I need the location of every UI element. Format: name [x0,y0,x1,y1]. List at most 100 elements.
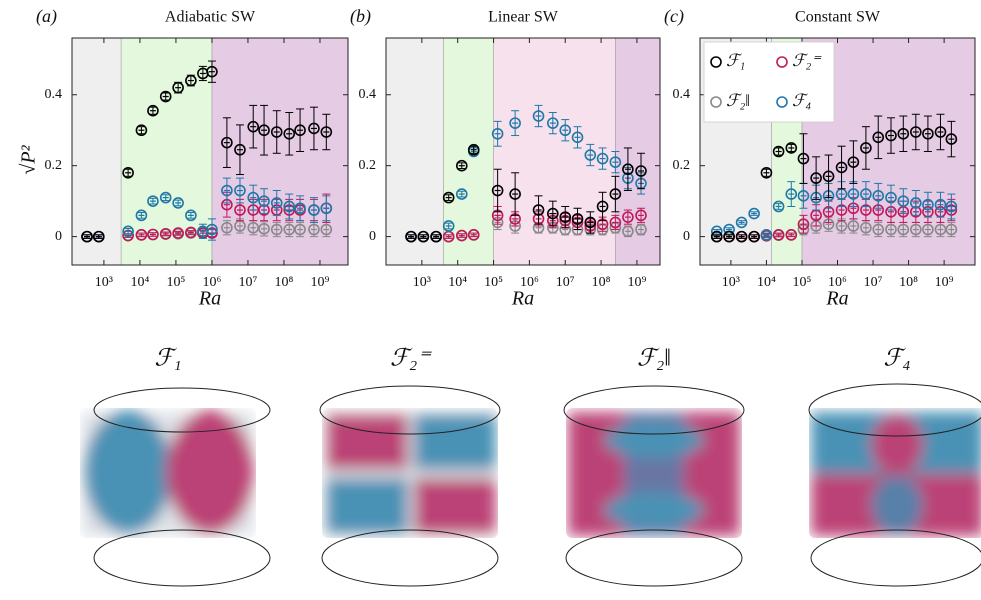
point [860,188,872,200]
x-tick-label: 10⁴ [448,275,467,290]
point [270,223,283,236]
point [159,191,172,204]
point [760,229,773,241]
point [185,226,197,239]
x-tick-label: 10⁶ [202,275,221,290]
point [221,184,233,197]
point [283,127,296,140]
point [872,223,885,236]
x-tick-label: 10⁶ [828,275,847,290]
point [609,216,622,229]
point [405,230,417,243]
point [135,124,148,137]
point [897,127,910,140]
point [509,188,521,200]
region [211,38,348,265]
rendering-label: ℱ₂⁼ [390,346,432,372]
x-tick-label: 10³ [413,275,431,290]
legend-label: ℱ₂‖ [726,91,750,110]
x-tick-label: 10⁷ [864,275,883,290]
panel-label: (c) [664,6,684,27]
point [622,211,634,223]
point [635,223,647,236]
point [159,227,172,240]
legend-marker [710,56,722,68]
x-tick-label: 10⁴ [757,275,776,290]
point [934,198,947,211]
point [270,126,283,138]
point [897,223,910,236]
point [320,202,333,215]
legend-marker [776,96,788,108]
point [147,228,159,241]
point [221,136,233,149]
legend-marker [710,96,722,108]
y-tick-label: 0.2 [45,158,63,173]
point [135,209,148,222]
point [455,159,468,172]
point [847,188,860,200]
point [283,223,296,236]
point [221,221,233,234]
point [797,218,810,231]
x-tick-label: 10⁸ [592,275,611,290]
point [172,81,184,94]
x-tick-label: 10⁹ [627,275,646,290]
point [748,230,760,243]
point [910,197,922,209]
x-tick-label: 10⁸ [275,275,294,290]
point [735,216,748,229]
x-tick-label: 10⁵ [166,275,185,290]
point [760,166,773,179]
point [147,104,159,117]
point [547,117,559,129]
point [234,184,246,197]
y-tick-label: 0.4 [673,87,691,102]
rendering-label: ℱ₂‖ [637,346,671,372]
point [822,170,835,183]
point [283,200,296,213]
point [234,204,246,216]
point [772,145,785,158]
point [122,225,134,238]
point [417,230,430,243]
point [308,204,320,216]
point [609,188,622,200]
point [247,120,260,133]
point [635,165,647,177]
point [247,191,260,204]
point [797,190,810,202]
point [785,142,798,154]
region [615,38,660,265]
panel-label: (b) [350,6,371,27]
point [509,117,521,129]
legend-label: ℱ₄ [792,91,811,110]
x-axis-label: Ra [198,288,221,310]
point [723,230,735,243]
point [430,230,442,243]
point [945,223,958,236]
point [81,230,93,243]
point [872,190,885,202]
point [785,229,798,241]
point [308,122,320,135]
point [532,204,545,216]
point [491,184,504,197]
point [735,230,748,243]
point [308,223,320,236]
plot-frame [71,37,349,266]
x-tick-label: 10³ [722,275,740,290]
point [885,191,897,204]
point [185,209,197,222]
point [885,129,897,142]
x-tick-label: 10³ [95,275,113,290]
point [897,195,910,207]
point [835,161,848,174]
rendering-label: ℱ₄ [883,346,910,372]
point [185,74,197,87]
rendering-f4 [808,383,981,587]
point [810,172,822,184]
point [147,195,159,207]
y-tick-label: 0.4 [45,87,63,102]
legend-label: ℱ₁ [726,51,745,70]
